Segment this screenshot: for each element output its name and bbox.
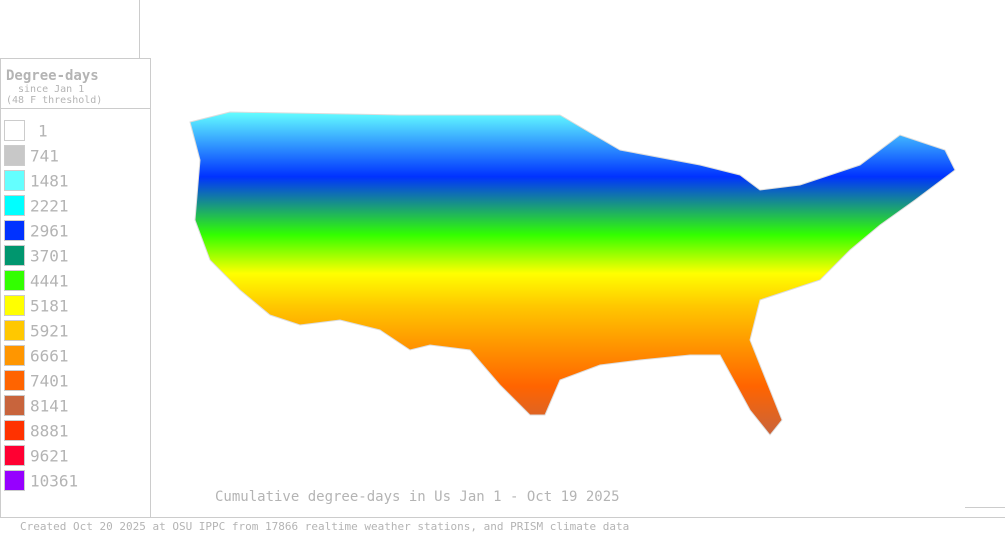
legend-swatch — [4, 245, 25, 266]
legend-label: 741 — [30, 147, 59, 166]
legend-swatch — [4, 345, 25, 366]
legend-swatch — [4, 320, 25, 341]
legend-swatch — [4, 220, 25, 241]
legend-label: 1481 — [30, 172, 69, 191]
legend-label: 9621 — [30, 447, 69, 466]
map-title: Cumulative degree-days in Us Jan 1 - Oct… — [215, 489, 620, 505]
legend-label: 3701 — [30, 247, 69, 266]
legend-swatch — [4, 395, 25, 416]
legend-label: 5181 — [30, 297, 69, 316]
legend-box — [0, 58, 151, 518]
legend-title: Degree-days — [6, 68, 99, 84]
legend-label: 6661 — [30, 347, 69, 366]
legend-label: 8141 — [30, 397, 69, 416]
legend-label: 2961 — [30, 222, 69, 241]
legend-swatch — [4, 270, 25, 291]
legend-swatch — [4, 420, 25, 441]
legend-subtitle: since Jan 1 — [18, 84, 84, 95]
legend-label: 8881 — [30, 422, 69, 441]
legend-swatch — [4, 370, 25, 391]
legend-swatch — [4, 295, 25, 316]
legend-label: 1 — [38, 122, 48, 141]
legend-swatch — [4, 445, 25, 466]
legend-label: 10361 — [30, 472, 78, 491]
legend-swatch — [4, 120, 25, 141]
legend-swatch — [4, 170, 25, 191]
footer: Created Oct 20 2025 at OSU IPPC from 178… — [20, 520, 629, 533]
legend-label: 2221 — [30, 197, 69, 216]
legend-swatch — [4, 195, 25, 216]
legend-swatch — [4, 145, 25, 166]
legend-label: 4441 — [30, 272, 69, 291]
us-map — [189, 111, 956, 436]
legend-swatch — [4, 470, 25, 491]
legend-label: 5921 — [30, 322, 69, 341]
legend-label: 7401 — [30, 372, 69, 391]
legend-threshold: (48 F threshold) — [6, 95, 102, 106]
